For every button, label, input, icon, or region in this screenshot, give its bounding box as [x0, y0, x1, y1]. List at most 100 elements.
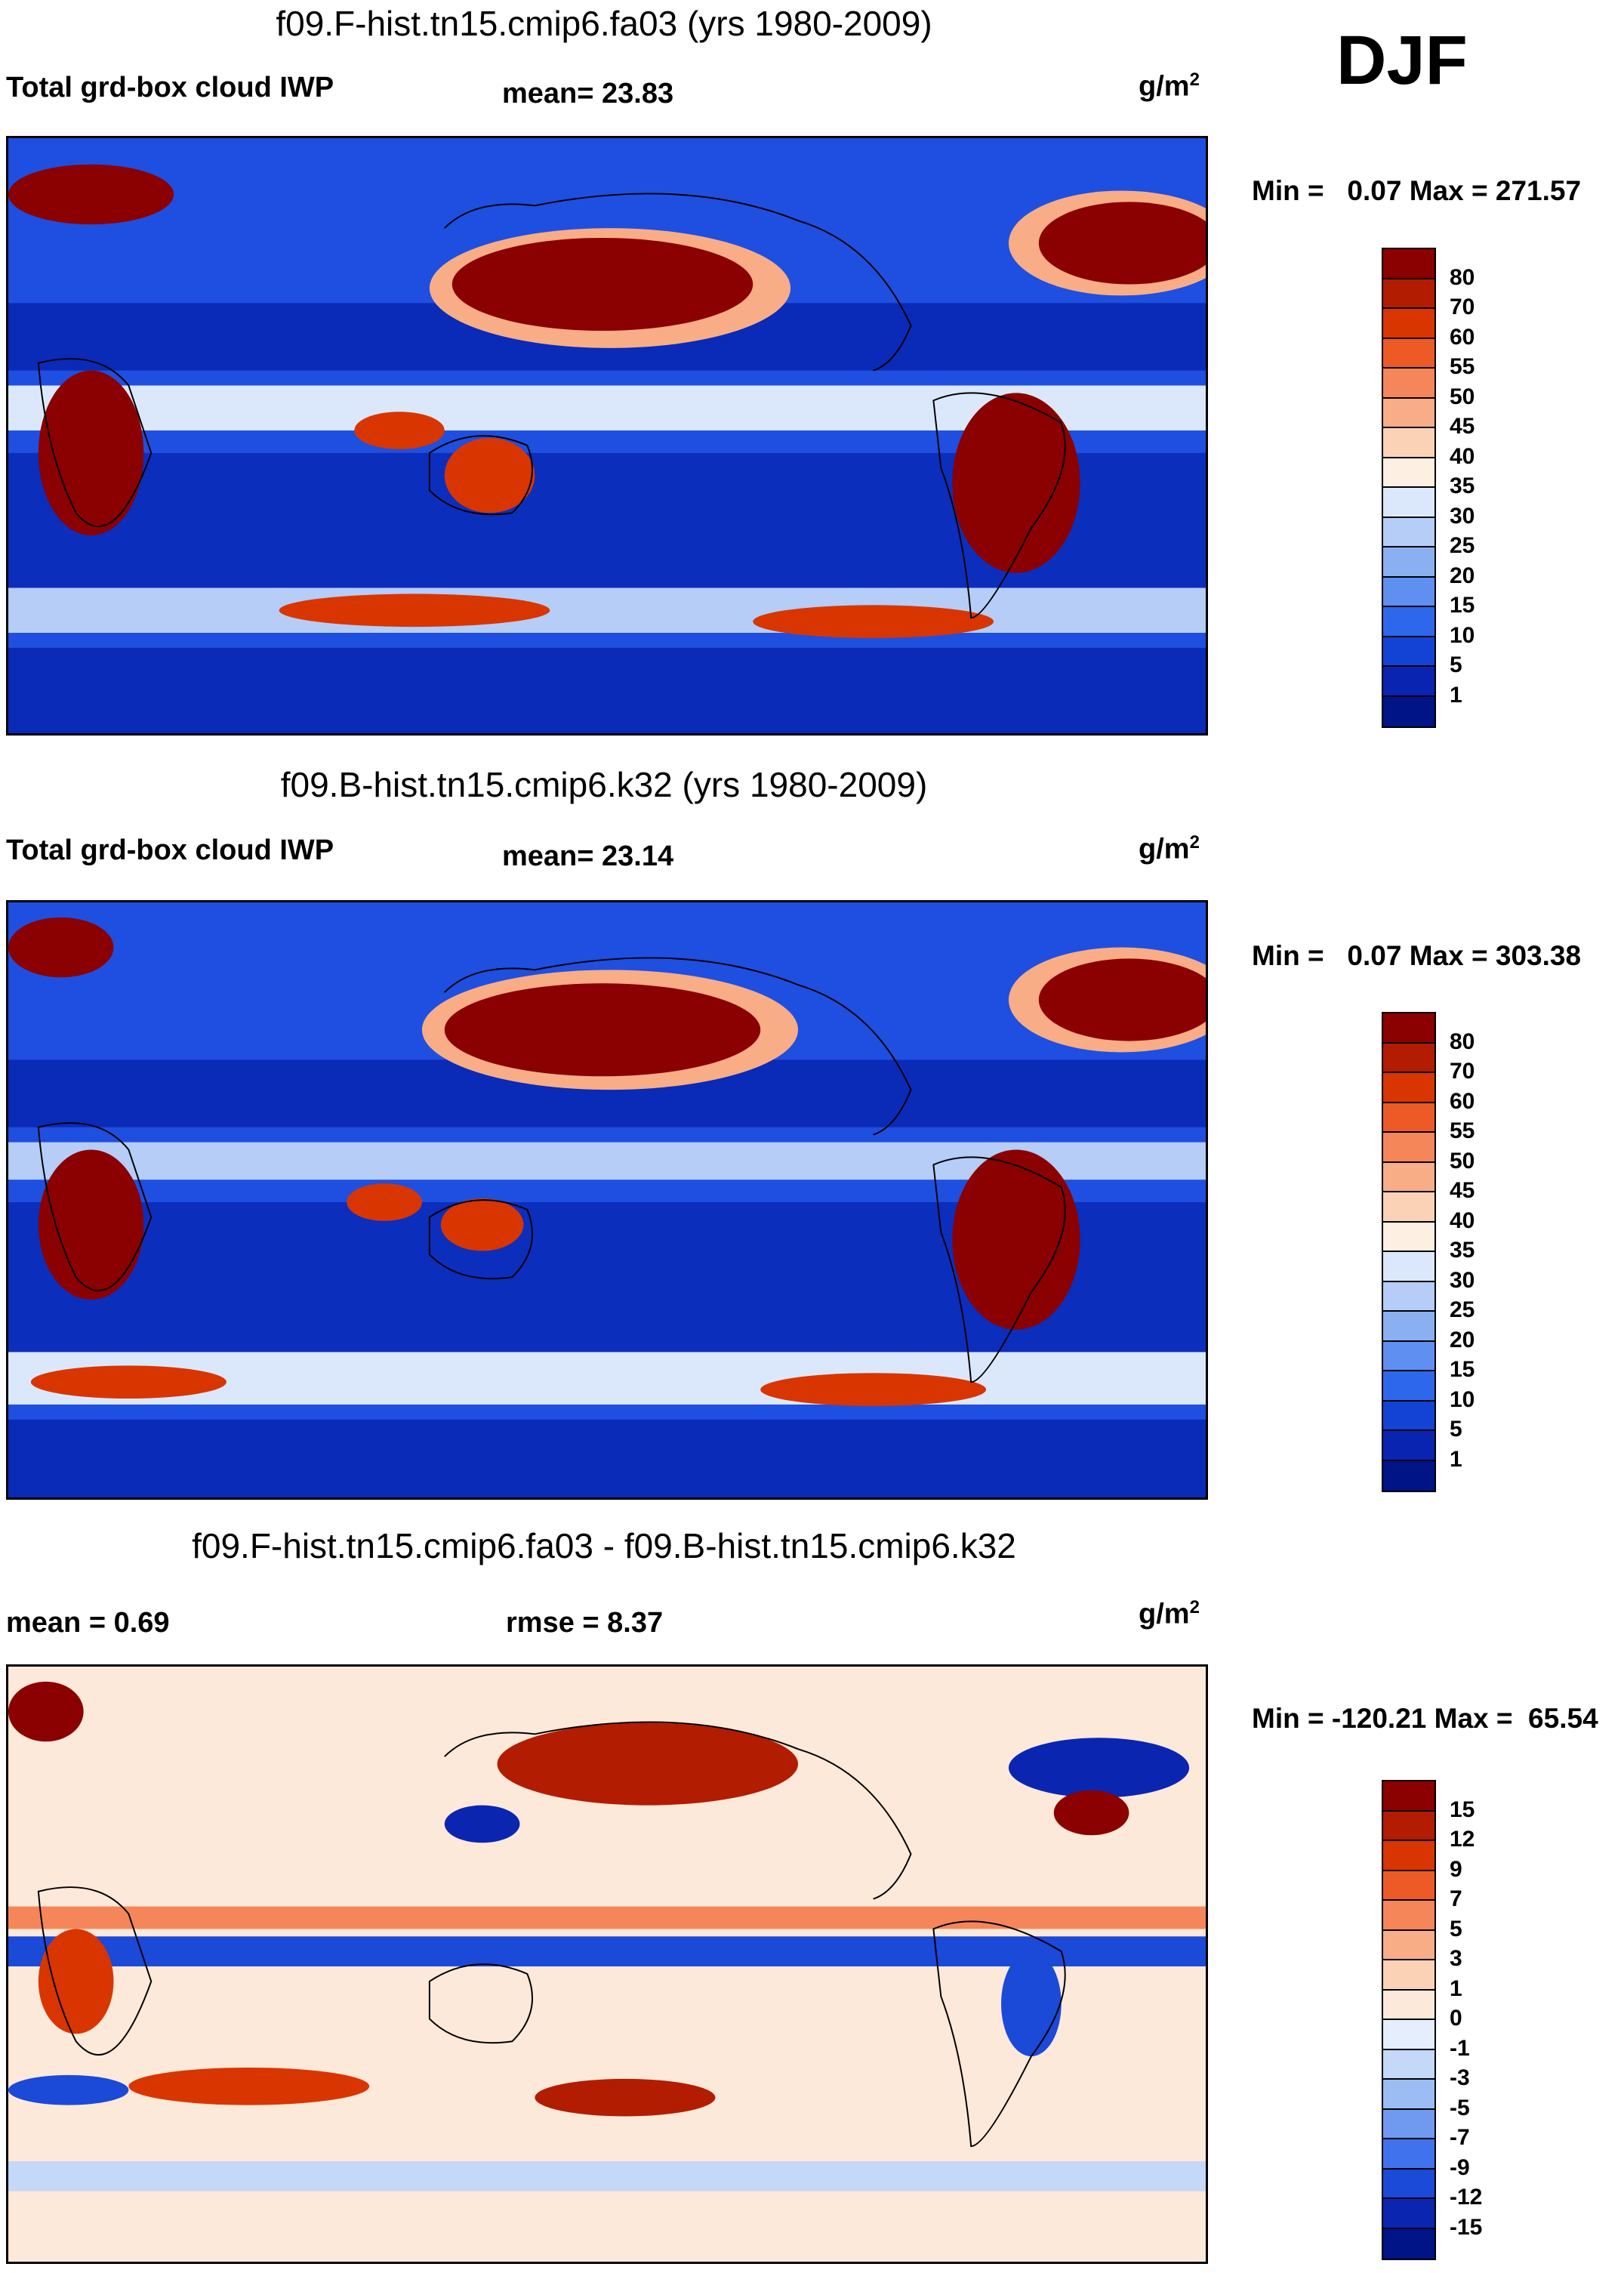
storm-track-s-east: [760, 1373, 987, 1406]
colorbar-tick-label: 40: [1450, 1207, 1475, 1233]
colorbar-tick-label: -7: [1450, 2125, 1470, 2150]
panel-3-mean: mean = 0.69: [6, 1607, 170, 1639]
colorbar-tick-label: 1: [1450, 682, 1462, 708]
storm-track-s-west: [30, 1365, 226, 1399]
s-america-coast: [932, 392, 1066, 619]
colorbar-tick-label: 1: [1450, 1446, 1462, 1472]
colorbar-tick-label: 60: [1450, 1088, 1475, 1114]
panel-1-minmax: Min = 0.07 Max = 271.57: [1252, 175, 1582, 206]
colorbar-tick-label: 15: [1450, 593, 1475, 618]
colorbar-tick-label: -9: [1450, 2154, 1470, 2180]
colorbar-tick-label: 55: [1450, 354, 1475, 379]
colorbar-swatch: [1383, 1401, 1434, 1431]
colorbar-tick-label: 70: [1450, 1059, 1475, 1084]
colorbar-tick-label: 3: [1450, 1946, 1462, 1971]
diff-n-atlantic-negative: [1008, 1738, 1190, 1798]
colorbar-swatch: [1383, 1990, 1434, 2020]
diff-itcz-positive: [8, 1906, 1206, 1929]
colorbar-tick-label: 40: [1450, 443, 1475, 469]
colorbar-swatch: [1383, 1281, 1434, 1312]
colorbar-tick-label: 35: [1450, 473, 1475, 498]
australia-max: [440, 1198, 524, 1251]
diff-itcz-negative: [8, 1936, 1206, 1966]
panel-3-map: [6, 1664, 1208, 2264]
n-pacific-coast: [444, 1721, 912, 1900]
colorbar-tick-label: 10: [1450, 1386, 1475, 1412]
s-america-max: [952, 393, 1080, 573]
colorbar-swatch: [1383, 1901, 1434, 1931]
colorbar-swatch: [1383, 1133, 1434, 1163]
n-pacific-coast: [444, 193, 912, 372]
africa-max: [38, 370, 144, 535]
diff-storm-track-west: [128, 2067, 370, 2105]
colorbar-swatch: [1383, 1371, 1434, 1402]
colorbar-swatch: [1383, 577, 1434, 607]
colorbar-swatch: [1383, 1871, 1434, 1901]
panel-1-mean: mean= 23.83: [502, 78, 674, 109]
colorbar-swatch: [1383, 1103, 1434, 1133]
colorbar-tick-label: -15: [1450, 2214, 1483, 2240]
panel-3-minmax: Min = -120.21 Max = 65.54: [1252, 1703, 1598, 1734]
colorbar-tick-label: 0: [1450, 2006, 1462, 2031]
panel-1-title: f09.F-hist.tn15.cmip6.fa03 (yrs 1980-200…: [276, 4, 932, 43]
colorbar-swatch: [1383, 398, 1434, 428]
panel-2-title: f09.B-hist.tn15.cmip6.k32 (yrs 1980-2009…: [280, 765, 928, 804]
colorbar-swatch: [1383, 488, 1434, 518]
colorbar-tick-label: -3: [1450, 2065, 1470, 2090]
diff-africa: [38, 1929, 114, 2034]
diff-n-pacific-positive: [497, 1722, 799, 1806]
colorbar-tick-label: 80: [1450, 1029, 1475, 1054]
colorbar-swatch: [1383, 1013, 1434, 1044]
australia-coast: [428, 435, 533, 516]
colorbar-swatch: [1383, 2020, 1434, 2050]
s-america-coast: [932, 1920, 1066, 2148]
colorbar-tick-label: 30: [1450, 1267, 1475, 1293]
colorbar-swatch: [1383, 458, 1434, 488]
africa-max: [38, 1149, 144, 1300]
colorbar-tick-label: 60: [1450, 324, 1475, 350]
colorbar-swatch: [1383, 1960, 1434, 1991]
colorbar-swatch: [1383, 637, 1434, 667]
colorbar-swatch: [1383, 1460, 1434, 1491]
panel-2-variable-label: Total grd-box cloud IWP: [6, 834, 334, 866]
panel-2-mean: mean= 23.14: [502, 840, 674, 872]
colorbar-tick-label: 25: [1450, 1297, 1475, 1322]
panel-3-map-svg: [8, 1667, 1206, 2262]
storm-track-s-east: [753, 605, 994, 638]
panel-1-variable-label: Total grd-box cloud IWP: [6, 72, 334, 103]
n-atlantic-max: [1038, 958, 1206, 1041]
s-america-max: [952, 1149, 1080, 1330]
colorbar-tick-label: 45: [1450, 414, 1475, 439]
colorbar-swatch: [1383, 1930, 1434, 1960]
colorbar-tick-label: 12: [1450, 1827, 1475, 1852]
africa-coast: [37, 1122, 153, 1292]
colorbar-tick-label: 25: [1450, 533, 1475, 558]
colorbar-swatch: [1383, 1841, 1434, 1871]
diff-storm-track-mid: [535, 2078, 716, 2117]
panel-1-units: g/m2: [1139, 69, 1200, 103]
colorbar-tick-label: 7: [1450, 1886, 1462, 1911]
antarctic-band: [8, 1419, 1206, 1497]
panel-2-map: [6, 900, 1208, 1500]
colorbar-swatch: [1383, 1043, 1434, 1073]
storm-track-s-west: [279, 594, 550, 628]
colorbar-tick-label: 55: [1450, 1118, 1475, 1143]
colorbar-tick-label: 5: [1450, 1916, 1462, 1941]
colorbar-tick-label: 20: [1450, 563, 1475, 588]
colorbar-swatch: [1383, 338, 1434, 369]
panel-2-colorbar: [1382, 1012, 1436, 1492]
colorbar-tick-label: 70: [1450, 295, 1475, 319]
colorbar-tick-label: -5: [1450, 2095, 1470, 2120]
europe-max: [8, 164, 174, 225]
panel-3-units: g/m2: [1139, 1597, 1200, 1630]
colorbar-tick-label: 45: [1450, 1178, 1475, 1203]
colorbar-tick-label: 80: [1450, 264, 1475, 290]
colorbar-swatch: [1383, 1222, 1434, 1252]
colorbar-swatch: [1383, 279, 1434, 309]
panel-1-colorbar: [1382, 248, 1436, 728]
colorbar-swatch: [1383, 1252, 1434, 1282]
australia-coast: [428, 1199, 533, 1280]
colorbar-swatch: [1383, 249, 1434, 279]
colorbar-tick-label: 5: [1450, 1417, 1462, 1442]
colorbar-swatch: [1383, 1431, 1434, 1461]
